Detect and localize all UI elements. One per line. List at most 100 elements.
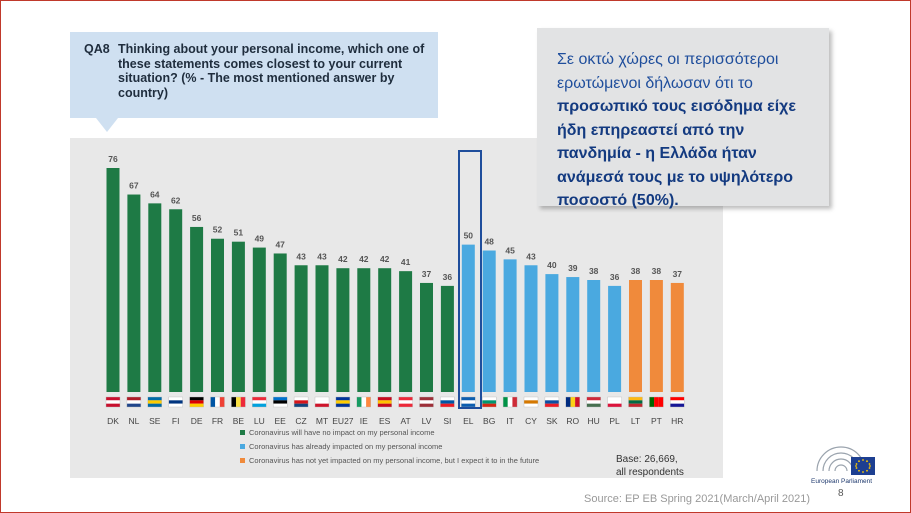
value-label-nl: 67 xyxy=(129,181,139,191)
category-label-fi: FI xyxy=(172,416,180,426)
source-note: Source: EP EB Spring 2021(March/April 20… xyxy=(584,493,811,505)
bar-lu xyxy=(252,247,266,392)
flag-be-icon xyxy=(231,396,246,408)
value-label-fi: 62 xyxy=(171,195,181,205)
category-label-lv: LV xyxy=(422,416,432,426)
bar-fr xyxy=(211,238,224,392)
category-label-dk: DK xyxy=(107,416,119,426)
category-label-at: AT xyxy=(400,416,410,426)
logo-label: European Parliament xyxy=(811,478,873,485)
value-label-dk: 76 xyxy=(108,154,118,164)
bar-dk xyxy=(106,168,120,392)
value-label-lu: 49 xyxy=(255,234,265,244)
bar-at xyxy=(399,271,413,392)
flag-nl-icon xyxy=(126,396,142,408)
bar-si xyxy=(440,285,454,392)
category-label-lu: LU xyxy=(254,416,265,426)
flag-cy-icon xyxy=(523,396,539,408)
value-label-ie: 42 xyxy=(359,254,369,264)
bar-el xyxy=(461,244,475,392)
callout-text: Σε οκτώ χώρες οι περισσότεροι ερωτώμενοι… xyxy=(557,48,819,213)
category-label-hr: HR xyxy=(671,416,683,426)
bar-nl xyxy=(127,194,141,392)
flag-hu-icon xyxy=(586,396,601,408)
flag-ee-icon xyxy=(273,396,288,408)
value-label-hu: 38 xyxy=(589,266,599,276)
category-label-pt: PT xyxy=(651,416,662,426)
question-box xyxy=(70,32,438,118)
category-label-bg: BG xyxy=(483,416,495,426)
category-label-cy: CY xyxy=(525,416,537,426)
value-label-es: 42 xyxy=(380,254,390,264)
bar-ro xyxy=(566,277,580,392)
flag-lu-icon xyxy=(252,396,267,408)
category-label-el: EL xyxy=(463,416,474,426)
value-label-be: 51 xyxy=(234,228,244,238)
bar-mt xyxy=(315,265,329,392)
flag-es-icon xyxy=(377,396,392,408)
flag-at-icon xyxy=(398,396,413,408)
question-text: Thinking about your personal income, whi… xyxy=(118,42,425,100)
base-line-1: Base: 26,669, xyxy=(616,454,678,465)
category-label-es: ES xyxy=(379,416,391,426)
category-label-ee: EE xyxy=(275,416,287,426)
flag-si-icon xyxy=(440,396,455,408)
category-label-si: SI xyxy=(443,416,451,426)
value-label-cz: 43 xyxy=(296,251,306,261)
flag-pl-icon xyxy=(607,396,622,408)
bar-ie xyxy=(357,268,371,392)
value-label-pl: 36 xyxy=(610,272,620,282)
value-label-fr: 52 xyxy=(213,225,223,235)
highlight-box-el xyxy=(458,150,482,409)
legend-swatch xyxy=(240,429,245,435)
bar-ee xyxy=(273,253,287,392)
flag-lv-icon xyxy=(419,396,434,408)
bar-se xyxy=(148,203,162,392)
flag-hr-icon xyxy=(670,396,685,408)
category-label-cz: CZ xyxy=(295,416,306,426)
base-note: Base: 26,669, all respondents xyxy=(616,453,684,479)
bar-lv xyxy=(420,282,433,392)
category-label-fr: FR xyxy=(212,416,223,426)
bar-es xyxy=(378,268,392,392)
category-label-sk: SK xyxy=(546,416,558,426)
value-label-ro: 39 xyxy=(568,263,578,273)
value-label-hr: 37 xyxy=(673,269,683,279)
callout-line-regular: Σε οκτώ χώρες οι περισσότεροι ερωτώμενοι… xyxy=(557,51,779,92)
chart-legend: Coronavirus will have no impact on my pe… xyxy=(240,425,539,467)
flag-fr-icon xyxy=(210,396,225,408)
flag-it-icon xyxy=(502,396,518,408)
value-label-lv: 37 xyxy=(422,269,432,279)
callout-line-bold: προσωπικό τους εισόδημα είχε ήδη επηρεασ… xyxy=(557,98,796,209)
flag-lt-icon xyxy=(628,396,643,408)
question-code: QA8 xyxy=(84,42,110,56)
category-label-pl: PL xyxy=(609,416,620,426)
value-label-mt: 43 xyxy=(317,251,327,261)
category-label-nl: NL xyxy=(128,416,139,426)
value-label-el: 50 xyxy=(464,231,474,241)
legend-label: Coronavirus will have no impact on my pe… xyxy=(249,427,435,437)
bar-pt xyxy=(649,280,663,392)
bar-fi xyxy=(169,209,183,392)
value-label-si: 36 xyxy=(443,272,453,282)
bar-bg xyxy=(482,250,496,392)
legend-swatch xyxy=(240,457,245,463)
bar-hr xyxy=(670,282,684,392)
flag-dk-icon xyxy=(105,396,121,408)
category-label-hu: HU xyxy=(588,416,600,426)
value-label-lt: 38 xyxy=(631,266,641,276)
legend-item-not-yet: Coronavirus has not yet impacted on my p… xyxy=(240,453,539,467)
value-label-se: 64 xyxy=(150,189,160,199)
flag-cz-icon xyxy=(293,396,309,408)
bar-hu xyxy=(587,280,601,392)
category-label-it: IT xyxy=(506,416,514,426)
value-label-pt: 38 xyxy=(652,266,662,276)
bar-pl xyxy=(608,285,622,392)
value-label-eu27: 42 xyxy=(338,254,348,264)
category-label-eu27: EU27 xyxy=(332,416,354,426)
page-number: 8 xyxy=(838,488,844,499)
legend-swatch xyxy=(240,443,245,449)
european-parliament-logo xyxy=(816,446,875,475)
category-label-be: BE xyxy=(233,416,245,426)
category-label-de: DE xyxy=(191,416,203,426)
